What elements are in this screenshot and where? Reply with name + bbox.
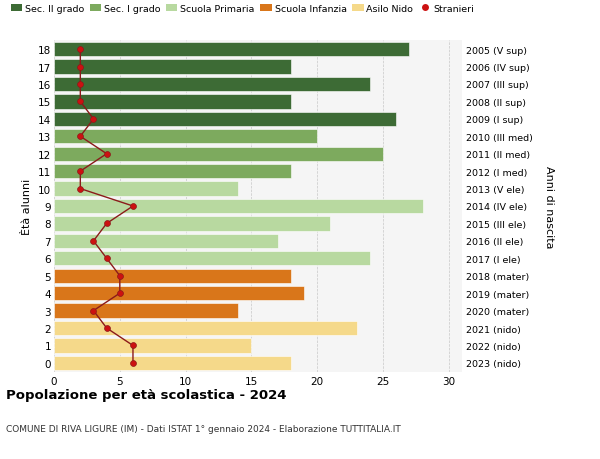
Point: [115, 290, 125, 297]
Bar: [54, 78, 370, 92]
Point: [128, 359, 138, 367]
Bar: [54, 130, 317, 144]
Point: [76, 185, 85, 193]
Point: [102, 220, 112, 228]
Point: [115, 273, 125, 280]
Bar: [54, 286, 304, 301]
Point: [102, 255, 112, 263]
Bar: [54, 182, 238, 196]
Bar: [54, 356, 291, 370]
Bar: [54, 304, 238, 318]
Point: [89, 116, 98, 123]
Bar: [54, 269, 291, 283]
Bar: [54, 112, 396, 127]
Bar: [54, 339, 251, 353]
Y-axis label: Anni di nascita: Anni di nascita: [544, 165, 554, 248]
Point: [76, 81, 85, 89]
Point: [102, 151, 112, 158]
Point: [128, 203, 138, 210]
Point: [76, 64, 85, 71]
Bar: [54, 147, 383, 162]
Legend: Sec. II grado, Sec. I grado, Scuola Primaria, Scuola Infanzia, Asilo Nido, Stran: Sec. II grado, Sec. I grado, Scuola Prim…: [11, 5, 474, 14]
Bar: [54, 60, 291, 74]
Point: [128, 342, 138, 349]
Text: COMUNE DI RIVA LIGURE (IM) - Dati ISTAT 1° gennaio 2024 - Elaborazione TUTTITALI: COMUNE DI RIVA LIGURE (IM) - Dati ISTAT …: [6, 425, 401, 434]
Bar: [54, 43, 409, 57]
Bar: [54, 165, 291, 179]
Bar: [54, 234, 278, 248]
Point: [76, 168, 85, 175]
Point: [102, 325, 112, 332]
Point: [76, 99, 85, 106]
Point: [76, 46, 85, 54]
Y-axis label: Ètà alunni: Ètà alunni: [22, 179, 32, 235]
Bar: [54, 217, 331, 231]
Bar: [54, 252, 370, 266]
Text: Popolazione per età scolastica - 2024: Popolazione per età scolastica - 2024: [6, 388, 287, 401]
Point: [76, 133, 85, 140]
Point: [89, 238, 98, 245]
Bar: [54, 199, 422, 214]
Bar: [54, 95, 291, 109]
Point: [89, 307, 98, 314]
Bar: [54, 321, 357, 336]
